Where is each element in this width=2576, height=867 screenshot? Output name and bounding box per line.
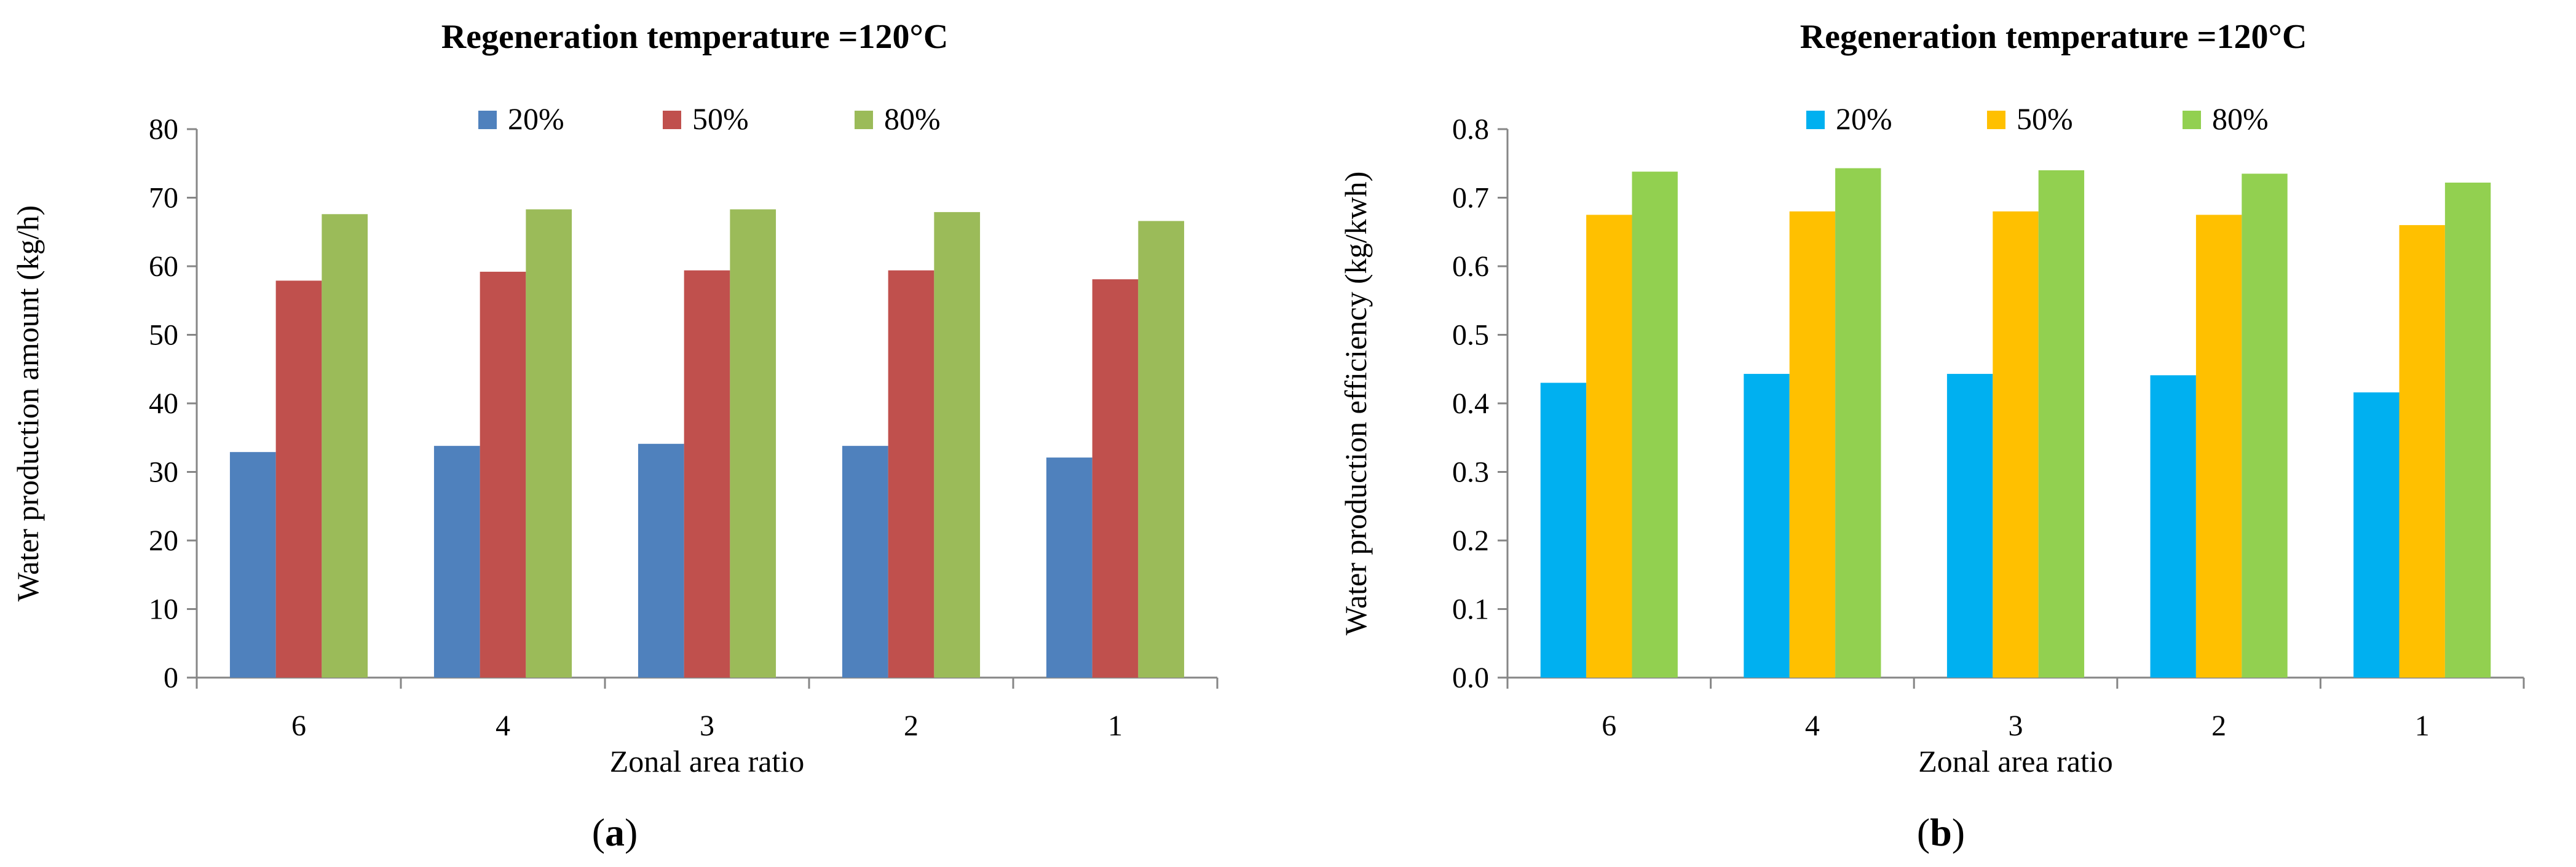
y-tick-label: 40 xyxy=(149,387,178,420)
bar-20pct-cat-4 xyxy=(1744,374,1790,678)
bar-80pct-cat-2 xyxy=(934,212,981,678)
y-tick-label: 0.8 xyxy=(1452,113,1489,146)
legend-swatch xyxy=(1987,111,2005,129)
bar-50pct-cat-4 xyxy=(1789,211,1836,678)
bar-80pct-cat-1 xyxy=(1138,221,1185,678)
bar-50pct-cat-3 xyxy=(684,270,730,678)
legend-swatch xyxy=(2183,111,2201,129)
panel-letter: a xyxy=(605,810,625,854)
x-tick-label: 4 xyxy=(496,710,510,742)
y-tick-label: 0.4 xyxy=(1452,387,1489,420)
y-tick-label: 0.6 xyxy=(1452,250,1489,283)
bar-50pct-cat-3 xyxy=(1993,211,2039,678)
y-tick-label: 30 xyxy=(149,456,178,489)
y-tick-label: 0.7 xyxy=(1452,182,1489,215)
bar-80pct-cat-3 xyxy=(2038,170,2085,678)
y-tick-label: 0.0 xyxy=(1452,662,1489,694)
bar-20pct-cat-3 xyxy=(638,443,684,678)
panel-letter: b xyxy=(1930,810,1952,854)
bar-20pct-cat-1 xyxy=(2353,392,2400,678)
bar-20pct-cat-2 xyxy=(2150,375,2196,678)
bar-20pct-cat-1 xyxy=(1046,457,1092,678)
legend-label: 20% xyxy=(1836,101,1892,136)
legend-label: 50% xyxy=(2017,101,2073,136)
panel-label: (b) xyxy=(1917,810,1965,854)
bar-80pct-cat-4 xyxy=(526,209,572,678)
bar-80pct-cat-3 xyxy=(730,209,776,678)
y-tick-label: 0.2 xyxy=(1452,525,1489,557)
chart-panel-b: Regeneration temperature =120°C 0.0 0.1 0.2… xyxy=(1338,18,2525,854)
x-tick-label: 6 xyxy=(291,710,306,742)
x-tick-label: 2 xyxy=(904,710,919,742)
bar-80pct-cat-6 xyxy=(322,214,368,678)
x-tick-label: 3 xyxy=(700,710,714,742)
chart-title: Regeneration temperature =120°C xyxy=(1800,18,2307,56)
bar-50pct-cat-6 xyxy=(275,280,322,678)
legend-label: 20% xyxy=(508,101,564,136)
x-tick-label: 4 xyxy=(1805,710,1820,742)
bar-80pct-cat-4 xyxy=(1835,168,1881,678)
x-tick-label: 3 xyxy=(2009,710,2023,742)
x-tick-label: 1 xyxy=(1108,710,1123,742)
legend-swatch xyxy=(478,111,497,129)
y-axis-label: Water production amount (kg/h) xyxy=(10,205,45,601)
y-tick-label: 60 xyxy=(149,250,178,283)
bar-50pct-cat-2 xyxy=(2195,215,2242,678)
legend-label: 80% xyxy=(2212,101,2269,136)
y-tick-label: 70 xyxy=(149,182,178,215)
x-tick-label: 1 xyxy=(2415,710,2430,742)
y-tick-label: 0.3 xyxy=(1452,456,1489,489)
x-tick-label: 2 xyxy=(2211,710,2226,742)
x-axis-label: Zonal area ratio xyxy=(1918,744,2112,778)
legend-swatch xyxy=(855,111,873,129)
bar-50pct-cat-6 xyxy=(1586,215,1632,678)
bar-50pct-cat-1 xyxy=(2399,225,2445,678)
bar-20pct-cat-3 xyxy=(1946,374,1993,678)
y-tick-label: 0 xyxy=(164,662,178,694)
bar-80pct-cat-2 xyxy=(2242,173,2288,678)
x-tick-label: 6 xyxy=(1602,710,1616,742)
legend-label: 50% xyxy=(692,101,749,136)
bar-80pct-cat-1 xyxy=(2444,182,2491,678)
y-axis-label: Water production efficiency (kg/kwh) xyxy=(1338,172,1373,636)
y-tick-label: 50 xyxy=(149,319,178,352)
bar-20pct-cat-2 xyxy=(842,446,888,678)
chart-panel-a: Regeneration temperature =120°C 0 10 20 30 40… xyxy=(10,18,1219,854)
bar-20pct-cat-4 xyxy=(433,446,480,678)
bar-20pct-cat-6 xyxy=(1540,382,1587,678)
legend-swatch xyxy=(1806,111,1825,129)
x-axis-label: Zonal area ratio xyxy=(610,744,804,778)
bar-80pct-cat-6 xyxy=(1632,172,1678,678)
y-tick-label: 10 xyxy=(149,593,178,626)
y-tick-label: 20 xyxy=(149,525,178,557)
legend-swatch xyxy=(663,111,681,129)
bar-20pct-cat-6 xyxy=(229,452,276,678)
bar-50pct-cat-2 xyxy=(888,270,934,678)
y-tick-label: 0.1 xyxy=(1452,593,1489,626)
legend-label: 80% xyxy=(884,101,941,136)
chart-title: Regeneration temperature =120°C xyxy=(441,18,949,56)
y-tick-label: 80 xyxy=(149,113,178,146)
panel-label: (a) xyxy=(592,810,638,854)
bar-50pct-cat-4 xyxy=(480,271,526,678)
bar-50pct-cat-1 xyxy=(1092,279,1139,678)
y-tick-label: 0.5 xyxy=(1452,319,1489,352)
